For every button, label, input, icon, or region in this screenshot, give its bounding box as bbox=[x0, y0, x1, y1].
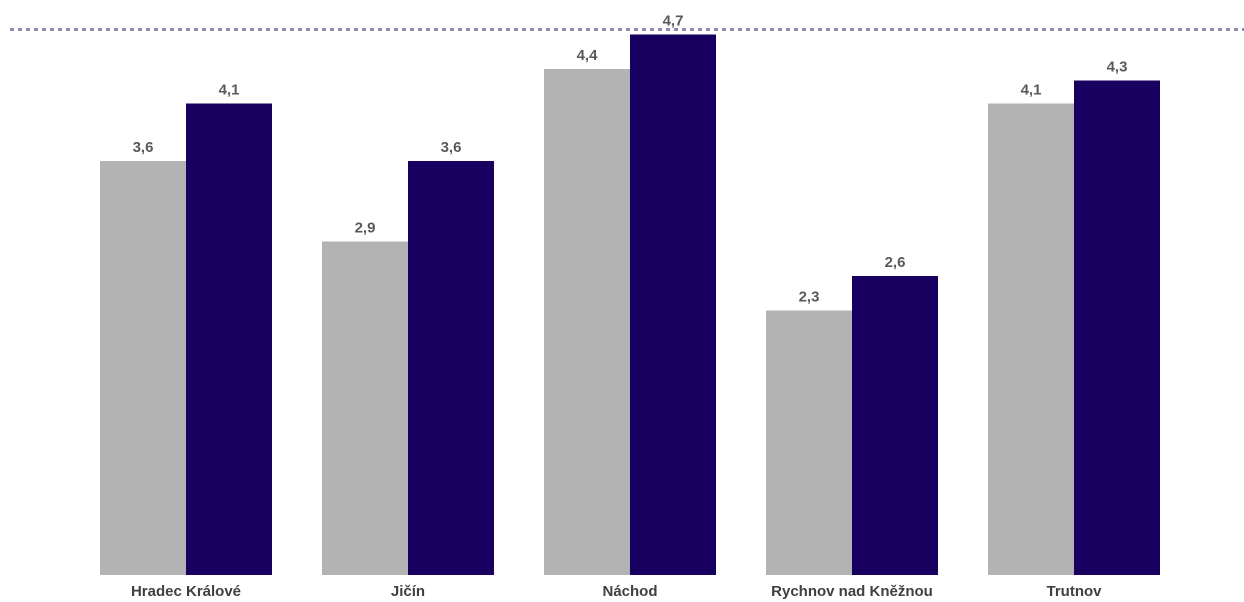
bar-series1-4 bbox=[988, 103, 1074, 575]
data-label-series1-4: 4,1 bbox=[1021, 82, 1042, 99]
bar-series1-0 bbox=[100, 161, 186, 575]
category-label-0: Hradec Králové bbox=[131, 583, 241, 600]
data-label-series2-2: 4,7 bbox=[663, 13, 684, 30]
category-label-1: Jičín bbox=[391, 583, 425, 600]
category-label-4: Trutnov bbox=[1047, 583, 1103, 600]
bar-series1-3 bbox=[766, 310, 852, 575]
bar-series2-1 bbox=[408, 161, 494, 575]
category-labels-layer: Hradec Králové Jičín Náchod Rychnov nad Kně… bbox=[131, 583, 1102, 600]
bar-series2-4 bbox=[1074, 80, 1160, 575]
data-label-series2-3: 2,6 bbox=[885, 254, 906, 271]
data-label-series2-0: 4,1 bbox=[219, 82, 240, 99]
data-label-series1-0: 3,6 bbox=[133, 139, 154, 156]
data-label-series2-1: 3,6 bbox=[441, 139, 462, 156]
category-label-3: Rychnov nad Kněžnou bbox=[771, 583, 933, 600]
bar-series2-0 bbox=[186, 103, 272, 575]
data-label-series1-1: 2,9 bbox=[355, 220, 376, 237]
bar-series1-1 bbox=[322, 241, 408, 575]
bar-series2-2 bbox=[630, 34, 716, 575]
bar-series1-2 bbox=[544, 69, 630, 575]
bar-series2-3 bbox=[852, 276, 938, 575]
data-label-series2-4: 4,3 bbox=[1107, 59, 1128, 76]
data-label-series1-2: 4,4 bbox=[577, 47, 599, 64]
bars-layer bbox=[100, 34, 1160, 575]
data-labels-layer: 3,6 4,1 2,9 3,6 4,4 4,7 2,3 2,6 4,1 4,3 bbox=[133, 13, 1128, 306]
data-label-series1-3: 2,3 bbox=[799, 289, 820, 306]
category-label-2: Náchod bbox=[602, 583, 657, 600]
